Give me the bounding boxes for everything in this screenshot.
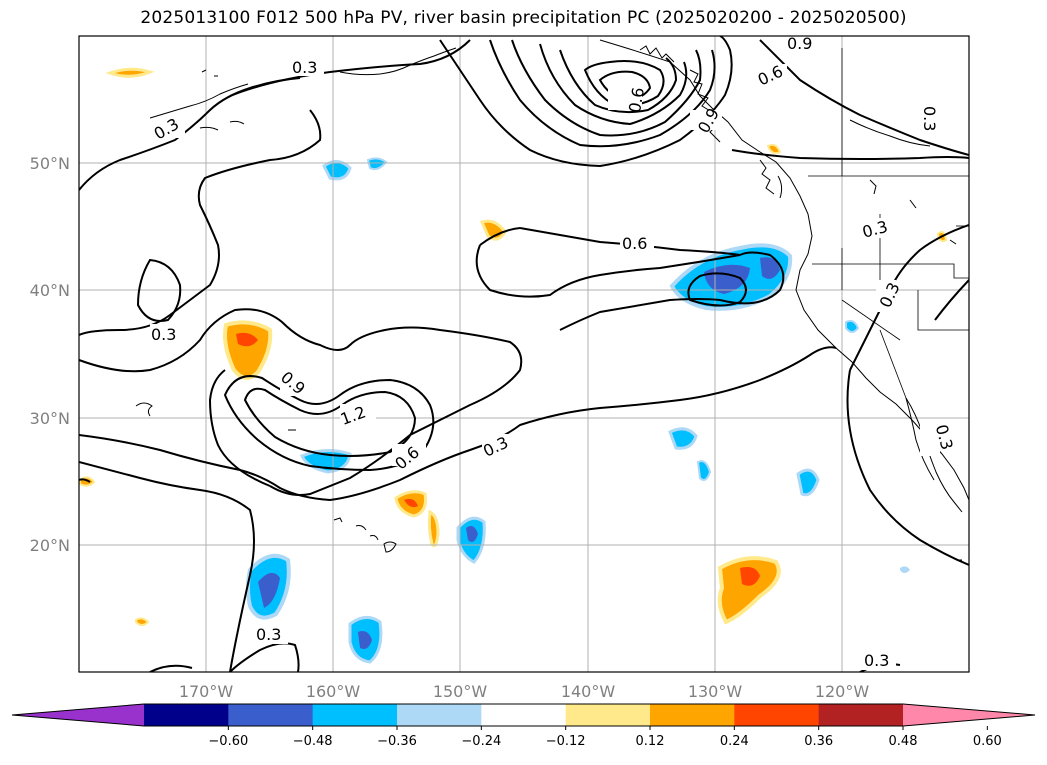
colorbar-swatch (650, 704, 735, 726)
pv-contours (79, 36, 969, 672)
precip-positive-patches (79, 67, 948, 626)
contour-label: 0.3 (864, 651, 889, 670)
lon-label-170w: 170°W (179, 682, 234, 701)
colorbar-extend-low (12, 704, 144, 726)
lat-label-30n: 30°N (30, 409, 70, 428)
lat-label-20n: 20°N (30, 536, 70, 555)
colorbar-swatch (481, 704, 567, 726)
contour-label: 0.3 (256, 625, 281, 644)
colorbar-swatch (312, 704, 398, 726)
contour-label: 0.9 (787, 34, 812, 53)
lat-label-40n: 40°N (30, 281, 70, 300)
political-borders (808, 48, 969, 399)
colorbar-tick-label: 0.36 (804, 734, 833, 749)
gridlines (79, 36, 969, 672)
map-panel: 0.3 0.3 0.3 0.9 0.6 0.3 0.6 0.3 0.6 0.9 (30, 34, 970, 701)
colorbar-tick-label: −0.48 (293, 734, 333, 749)
colorbar-tick-label: 0.60 (973, 734, 1002, 749)
colorbar-outline (11, 703, 1036, 727)
contour-label: 0.6 (622, 234, 647, 253)
colorbar-tick-label: 0.24 (720, 734, 749, 749)
precip-negative-patches (246, 157, 910, 664)
colorbar-tick-label: −0.12 (546, 734, 586, 749)
map-title: 2025013100 F012 500 hPa PV, river basin … (140, 8, 907, 28)
contour-label: 0.6 (625, 86, 648, 114)
latitude-labels: 50°N 40°N 30°N 20°N (30, 154, 70, 555)
colorbar-tick-label: −0.36 (377, 734, 417, 749)
colorbar-extend-high (903, 704, 1035, 726)
lon-label-140w: 140°W (561, 682, 616, 701)
colorbar-swatch (734, 704, 820, 726)
precipitation-shading (79, 67, 948, 664)
contour-label: 0.3 (920, 106, 939, 131)
coastlines (135, 39, 969, 561)
contour-label: 0.3 (151, 325, 176, 344)
lat-label-50n: 50°N (30, 154, 70, 173)
colorbar-tick-label: 0.48 (889, 734, 918, 749)
contour-labels: 0.3 0.3 0.3 0.9 0.6 0.3 0.6 0.3 0.6 0.9 (150, 34, 957, 670)
longitude-labels: 170°W 160°W 150°W 140°W 130°W 120°W (179, 682, 870, 701)
colorbar-tick-label: −0.24 (461, 734, 501, 749)
colorbar-swatch (565, 704, 651, 726)
colorbar-swatch (397, 704, 482, 726)
colorbar-swatch (144, 704, 229, 726)
colorbar-swatch (228, 704, 314, 726)
lon-label-150w: 150°W (433, 682, 488, 701)
lon-label-120w: 120°W (815, 682, 870, 701)
lon-label-130w: 130°W (688, 682, 743, 701)
colorbar: −0.60 −0.48 −0.36 −0.24 −0.12 0.12 0.24 0.36 0.4… (11, 703, 1036, 749)
colorbar-tick-label: −0.60 (208, 734, 248, 749)
colorbar-swatch (818, 704, 904, 726)
lon-label-160w: 160°W (306, 682, 361, 701)
contour-label: 0.3 (292, 58, 317, 77)
colorbar-tick-label: 0.12 (636, 734, 665, 749)
map-frame (78, 35, 970, 673)
